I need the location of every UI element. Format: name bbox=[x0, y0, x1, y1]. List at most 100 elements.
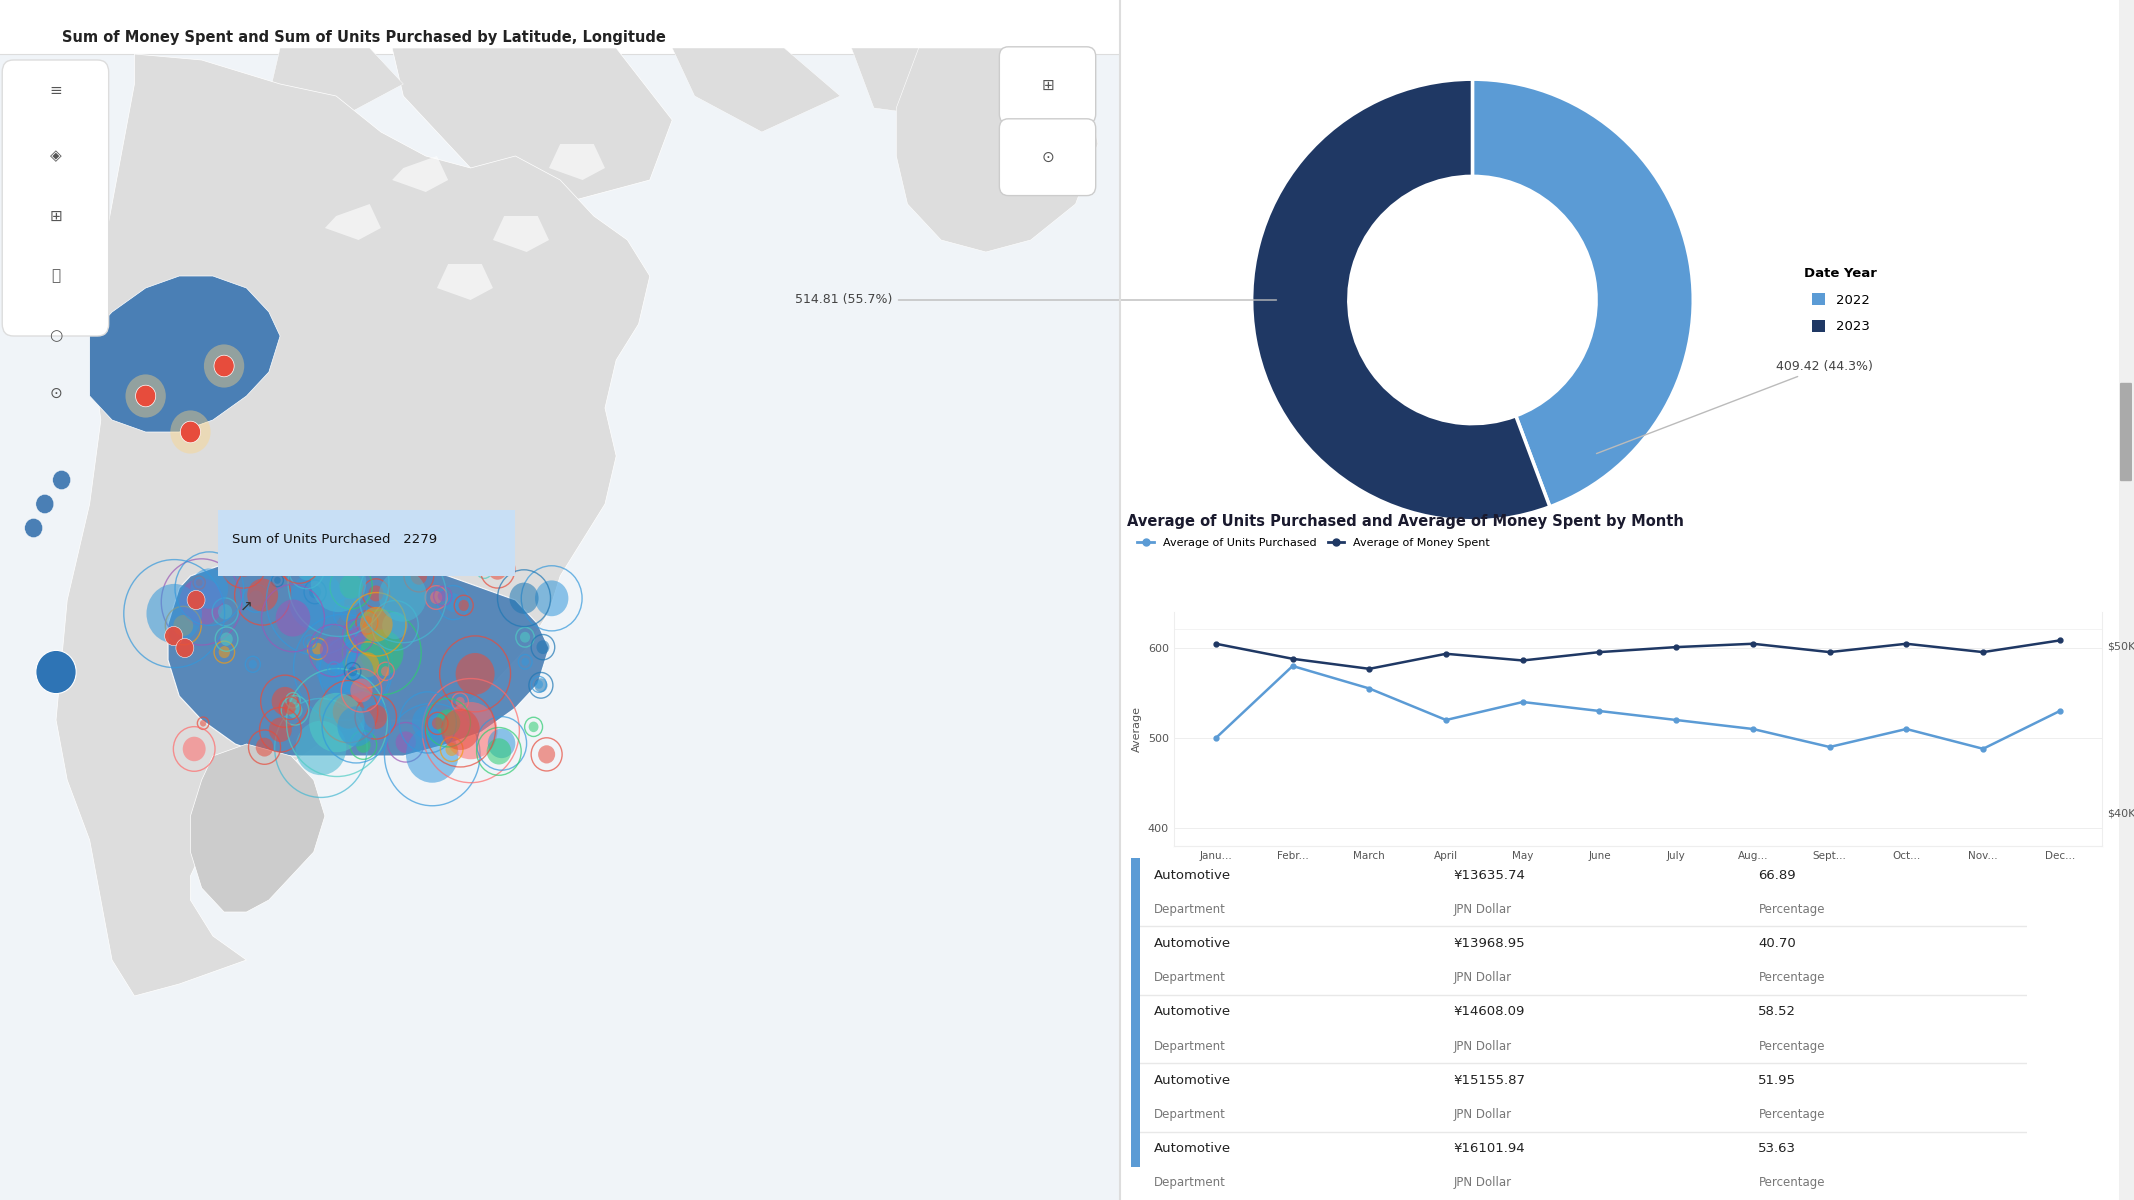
Circle shape bbox=[230, 550, 256, 577]
FancyBboxPatch shape bbox=[2119, 0, 2134, 1200]
Text: ○: ○ bbox=[49, 329, 62, 343]
Circle shape bbox=[536, 641, 548, 654]
Text: ⬜: ⬜ bbox=[51, 269, 60, 283]
Text: ¥13968.95: ¥13968.95 bbox=[1453, 937, 1526, 950]
Circle shape bbox=[309, 692, 365, 752]
Text: ¥13635.74: ¥13635.74 bbox=[1453, 869, 1526, 882]
Circle shape bbox=[218, 604, 233, 619]
Circle shape bbox=[181, 421, 201, 443]
Circle shape bbox=[510, 582, 538, 614]
FancyBboxPatch shape bbox=[2, 60, 109, 336]
Circle shape bbox=[248, 578, 277, 612]
Circle shape bbox=[320, 636, 346, 665]
Circle shape bbox=[412, 706, 444, 739]
Circle shape bbox=[356, 652, 380, 678]
Legend: 2022, 2023: 2022, 2023 bbox=[1799, 262, 1882, 338]
FancyBboxPatch shape bbox=[1131, 1030, 1140, 1098]
Circle shape bbox=[286, 546, 312, 572]
Circle shape bbox=[250, 660, 256, 668]
Circle shape bbox=[457, 653, 495, 695]
Circle shape bbox=[382, 666, 391, 677]
Circle shape bbox=[335, 652, 373, 694]
FancyBboxPatch shape bbox=[1131, 823, 1140, 893]
Circle shape bbox=[437, 590, 448, 601]
Circle shape bbox=[459, 600, 469, 611]
Text: 409.42 (44.3%): 409.42 (44.3%) bbox=[1596, 360, 1874, 454]
Text: Percentage: Percentage bbox=[1758, 1108, 1825, 1121]
Text: Average of Units Purchased and Average of Money Spent by Month: Average of Units Purchased and Average o… bbox=[1127, 514, 1684, 529]
Text: JPN Dollar: JPN Dollar bbox=[1453, 971, 1511, 984]
FancyBboxPatch shape bbox=[999, 119, 1095, 196]
Circle shape bbox=[275, 600, 309, 636]
Circle shape bbox=[179, 578, 224, 625]
Polygon shape bbox=[169, 552, 548, 756]
Circle shape bbox=[480, 565, 489, 575]
Circle shape bbox=[489, 728, 514, 758]
Circle shape bbox=[284, 702, 297, 714]
Circle shape bbox=[205, 344, 243, 388]
Circle shape bbox=[444, 702, 497, 760]
Text: 51.95: 51.95 bbox=[1758, 1074, 1797, 1087]
Circle shape bbox=[147, 584, 203, 643]
Circle shape bbox=[410, 568, 427, 584]
Text: Automotive: Automotive bbox=[1152, 1142, 1231, 1156]
Circle shape bbox=[405, 726, 459, 782]
Circle shape bbox=[361, 607, 393, 642]
Text: ≡: ≡ bbox=[49, 83, 62, 97]
Circle shape bbox=[26, 518, 43, 538]
Polygon shape bbox=[896, 48, 1099, 252]
Circle shape bbox=[378, 570, 427, 622]
Circle shape bbox=[190, 569, 228, 608]
Circle shape bbox=[339, 574, 363, 599]
Text: Percentage: Percentage bbox=[1758, 1176, 1825, 1189]
Circle shape bbox=[164, 626, 184, 646]
Circle shape bbox=[250, 590, 262, 606]
Text: JPN Dollar: JPN Dollar bbox=[1453, 1176, 1511, 1189]
Circle shape bbox=[312, 553, 367, 612]
Circle shape bbox=[489, 559, 508, 580]
Text: ◈: ◈ bbox=[49, 149, 62, 163]
Text: 514.81 (55.7%): 514.81 (55.7%) bbox=[796, 294, 1276, 306]
FancyBboxPatch shape bbox=[2119, 383, 2132, 481]
Circle shape bbox=[356, 737, 371, 752]
Circle shape bbox=[53, 470, 70, 490]
Circle shape bbox=[273, 577, 282, 584]
Circle shape bbox=[369, 586, 384, 601]
Text: JPN Dollar: JPN Dollar bbox=[1453, 1108, 1511, 1121]
FancyBboxPatch shape bbox=[1131, 960, 1140, 1030]
FancyBboxPatch shape bbox=[1131, 893, 1140, 961]
Circle shape bbox=[316, 638, 371, 696]
Text: Department: Department bbox=[1152, 1039, 1225, 1052]
Polygon shape bbox=[393, 156, 448, 192]
FancyBboxPatch shape bbox=[218, 510, 516, 576]
Legend: Average of Units Purchased, Average of Money Spent: Average of Units Purchased, Average of M… bbox=[1133, 533, 1494, 552]
Y-axis label: Average: Average bbox=[1133, 706, 1142, 752]
Circle shape bbox=[435, 709, 461, 736]
FancyBboxPatch shape bbox=[0, 54, 1120, 1200]
Circle shape bbox=[173, 614, 194, 636]
Text: ⊞: ⊞ bbox=[49, 209, 62, 223]
Text: ¥15155.87: ¥15155.87 bbox=[1453, 1074, 1526, 1087]
Circle shape bbox=[365, 704, 386, 730]
Text: Automotive: Automotive bbox=[1152, 1006, 1231, 1019]
Polygon shape bbox=[393, 48, 672, 204]
Circle shape bbox=[218, 646, 230, 658]
Circle shape bbox=[444, 593, 463, 612]
Circle shape bbox=[534, 678, 548, 692]
Circle shape bbox=[446, 743, 459, 756]
Circle shape bbox=[312, 643, 322, 655]
FancyBboxPatch shape bbox=[999, 47, 1095, 124]
Circle shape bbox=[220, 632, 233, 646]
Circle shape bbox=[309, 586, 320, 599]
Text: 66.89: 66.89 bbox=[1758, 869, 1797, 882]
Circle shape bbox=[288, 696, 297, 704]
Text: Automotive: Automotive bbox=[1152, 869, 1231, 882]
Circle shape bbox=[188, 590, 205, 610]
Wedge shape bbox=[1253, 79, 1549, 521]
Circle shape bbox=[36, 650, 77, 694]
Circle shape bbox=[184, 737, 205, 761]
Circle shape bbox=[339, 605, 356, 623]
Circle shape bbox=[36, 494, 53, 514]
Circle shape bbox=[348, 666, 356, 677]
Circle shape bbox=[487, 738, 512, 764]
